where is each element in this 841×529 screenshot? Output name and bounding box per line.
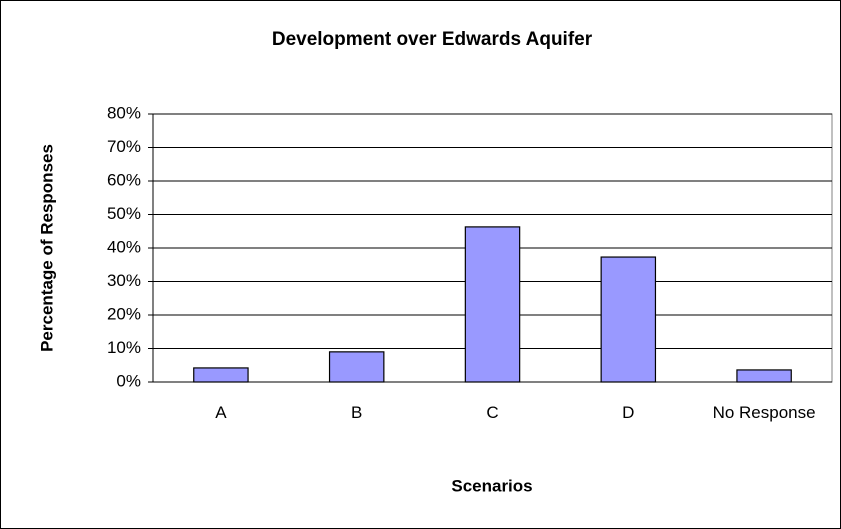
- bar: [736, 369, 792, 383]
- y-tick-label: 30%: [107, 271, 141, 290]
- y-tick-label: 70%: [107, 137, 141, 156]
- y-tick-label: 0%: [116, 371, 141, 390]
- y-tick-label: 10%: [107, 338, 141, 357]
- y-tick-label: 40%: [107, 237, 141, 256]
- x-axis-title: Scenarios: [451, 476, 532, 495]
- y-tick-label: 20%: [107, 304, 141, 323]
- x-tick-label: D: [622, 403, 635, 422]
- y-axis-title: Percentage of Responses: [37, 144, 56, 352]
- chart-title: Development over Edwards Aquifer: [272, 29, 593, 50]
- bar: [600, 256, 657, 383]
- y-tick-label: 80%: [107, 103, 141, 122]
- y-tick-label: 50%: [107, 204, 141, 223]
- y-tick-label: 60%: [107, 170, 141, 189]
- x-tick-label: C: [486, 403, 499, 422]
- bar: [464, 226, 521, 383]
- bar: [193, 367, 249, 383]
- bar: [328, 351, 385, 383]
- x-tick-label: No Response: [712, 403, 816, 422]
- x-tick-label: B: [351, 403, 363, 422]
- x-tick-label: A: [215, 403, 227, 422]
